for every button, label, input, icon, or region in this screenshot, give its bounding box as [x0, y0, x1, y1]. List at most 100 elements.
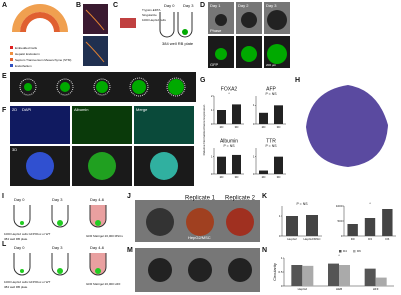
panel-label: C — [113, 2, 118, 9]
image-grid — [208, 2, 290, 68]
bar — [259, 170, 268, 174]
panel-label: K — [262, 193, 267, 200]
panel-label: F — [2, 107, 7, 114]
bar — [364, 268, 376, 286]
y-tick-label: 0 — [253, 172, 255, 176]
y-tick-label: 1 — [279, 214, 281, 218]
panel-label: B — [76, 2, 81, 9]
day: Day 3 — [183, 3, 194, 8]
x-tick-label: HEB — [336, 287, 342, 291]
well — [13, 253, 31, 276]
spheroid — [95, 220, 101, 226]
panel-label: E — [2, 73, 7, 80]
chart-title: FOXA2 — [221, 86, 238, 92]
annotation: P = NS — [223, 144, 235, 148]
plate: 384 well RB plate — [162, 41, 194, 46]
y-tick-label: 0 — [341, 234, 343, 238]
bar — [232, 104, 241, 124]
y-tick-label: 0.5 — [278, 270, 283, 274]
annotation: P = NS — [265, 92, 277, 96]
spheroid — [186, 208, 214, 236]
day: Day 3 — [52, 197, 63, 202]
day: Day 4-6 — [90, 245, 105, 250]
bar — [259, 112, 268, 124]
legend-swatch — [339, 250, 342, 253]
day: Day 4-6 — [90, 197, 105, 202]
bar — [302, 265, 314, 286]
x-tick-label: D3 — [368, 237, 372, 241]
well — [51, 253, 69, 276]
panel-label: I — [2, 193, 4, 200]
y-tick-label: 1 — [211, 154, 213, 158]
annotation: * — [369, 202, 371, 206]
x-tick-label: 2D — [262, 125, 267, 129]
image — [83, 4, 108, 34]
row-label: 3D — [12, 147, 17, 152]
x-tick-label: HepG2 — [287, 237, 297, 241]
y-tick-label: 1 — [211, 108, 213, 112]
step: 1000 HepG2 cells — [142, 18, 166, 22]
image — [83, 36, 108, 66]
panel-label: J — [127, 193, 131, 200]
legend-swatch — [10, 64, 13, 67]
y-tick-label: 1 — [281, 256, 283, 260]
bar — [328, 263, 339, 286]
annotation: P = NS — [265, 144, 277, 148]
y-tick-label: 0 — [211, 172, 213, 176]
bar — [274, 105, 283, 124]
panel-label: M — [127, 247, 133, 254]
spheroid — [57, 268, 63, 274]
spheroid — [226, 208, 254, 236]
spheroid — [188, 258, 212, 282]
embryo-layer — [20, 12, 60, 32]
day: Day 0 — [14, 245, 25, 250]
legend-swatch — [10, 52, 13, 55]
step: Trypsin-EDTA — [142, 8, 161, 12]
embryo-layer — [12, 4, 68, 32]
y-tick-label: 0 — [211, 122, 213, 126]
y-tick-label: 1000 — [336, 204, 343, 208]
well — [89, 205, 107, 228]
plate: 384 well RB plate — [4, 285, 28, 289]
x-tick-label: 2D — [262, 175, 267, 179]
spheroid — [228, 258, 252, 282]
spheroid — [146, 208, 174, 236]
well — [13, 205, 31, 228]
cells — [20, 221, 24, 225]
legend-swatch — [353, 250, 356, 253]
x-tick-label: 3D — [235, 175, 240, 179]
cells: 1000 HepG2 cells GFP/Fluc or WT — [4, 232, 51, 236]
plate: 384 well RB plate — [4, 237, 28, 241]
scale-bar: 200 µm — [266, 63, 277, 67]
day: Day 3 — [52, 245, 63, 250]
x-tick-label: HepG2 — [298, 287, 308, 291]
panel-label: N — [262, 247, 267, 254]
chart-title: TTR — [266, 138, 276, 144]
legend-text: Endothelium — [15, 64, 32, 68]
x-tick-label: D0 — [351, 237, 355, 241]
bar — [339, 265, 350, 286]
y-axis-label: Circularity — [272, 263, 277, 281]
x-tick-label: 3D — [235, 125, 240, 129]
panel-label: D — [200, 2, 205, 9]
y-axis-label: Relative Normalized Gene Expression — [202, 104, 206, 155]
y-tick-label: 0 — [279, 234, 281, 238]
spheroid — [57, 220, 63, 226]
y-tick-label: 1 — [253, 154, 255, 158]
bar — [364, 218, 376, 236]
bar — [232, 154, 241, 174]
annotation: P = NS — [296, 202, 308, 206]
spheroid — [182, 29, 188, 35]
bar — [217, 156, 226, 174]
legend-text: D6 — [357, 249, 361, 253]
bar — [375, 277, 387, 286]
bar — [306, 215, 318, 236]
y-tick-label: 0 — [281, 284, 283, 288]
matrix: GFR Matrigel 20,000 MSCs — [86, 234, 123, 238]
well — [51, 205, 69, 228]
x-tick-label: HFF — [373, 287, 379, 291]
panel-label: A — [2, 2, 7, 9]
day: Day 1 — [210, 3, 221, 8]
x-tick-label: 2D — [220, 125, 225, 129]
day: Day 0 — [164, 3, 175, 8]
